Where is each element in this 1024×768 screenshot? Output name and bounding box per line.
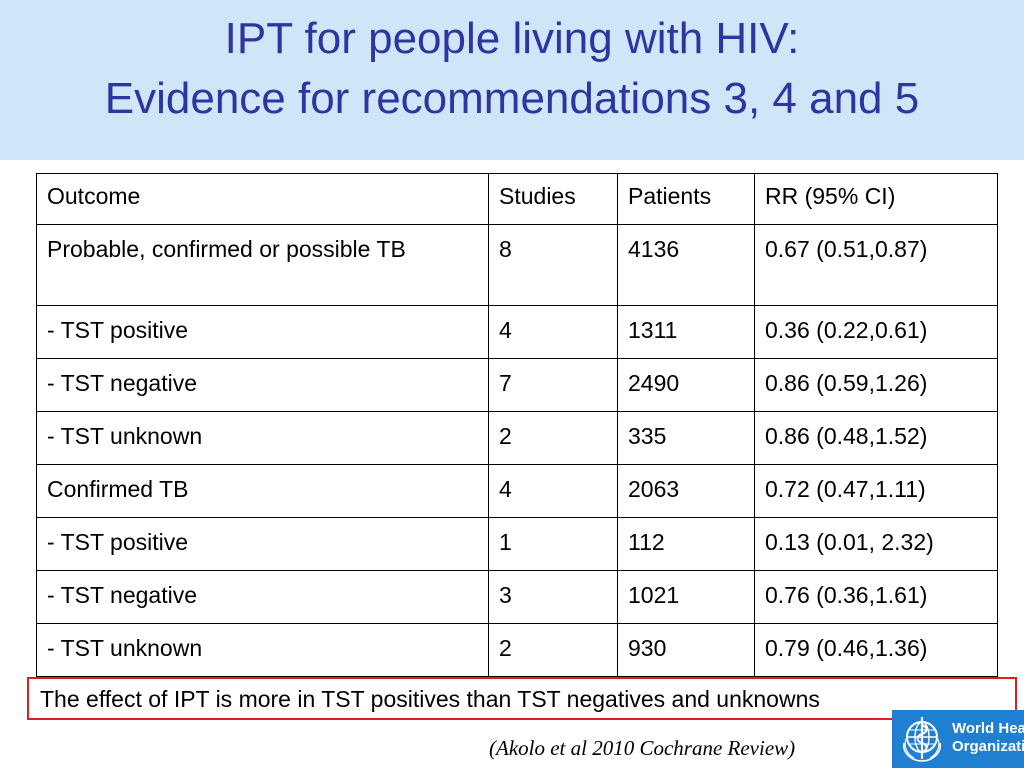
cell-outcome: Confirmed TB [36, 464, 489, 518]
who-logo-line-1: World Health [952, 720, 1024, 737]
cell-studies: 7 [488, 358, 618, 412]
evidence-table: Outcome Studies Patients RR (95% CI) Pro… [36, 173, 998, 677]
slide-title-line-1: IPT for people living with HIV: [224, 14, 800, 63]
cell-patients: 1311 [617, 305, 755, 359]
cell-rr: 0.36 (0.22,0.61) [754, 305, 998, 359]
who-logo: World Health Organization [892, 710, 1024, 768]
cell-studies: 2 [488, 623, 618, 677]
who-logo-line-2: Organization [952, 738, 1024, 755]
table-row: - TST negative 7 2490 0.86 (0.59,1.26) [36, 358, 998, 412]
header-outcome: Outcome [36, 173, 489, 225]
cell-studies: 8 [488, 224, 618, 306]
cell-rr: 0.86 (0.48,1.52) [754, 411, 998, 465]
cell-patients: 2063 [617, 464, 755, 518]
cell-studies: 1 [488, 517, 618, 571]
who-emblem-icon [902, 717, 942, 762]
header-patients: Patients [617, 173, 755, 225]
cell-patients: 4136 [617, 224, 755, 306]
cell-patients: 1021 [617, 570, 755, 624]
cell-outcome: Probable, confirmed or possible TB [36, 224, 489, 306]
cell-rr: 0.79 (0.46,1.36) [754, 623, 998, 677]
header-rr: RR (95% CI) [754, 173, 998, 225]
cell-rr: 0.67 (0.51,0.87) [754, 224, 998, 306]
header-studies: Studies [488, 173, 618, 225]
table-row: Confirmed TB 4 2063 0.72 (0.47,1.11) [36, 464, 998, 518]
cell-patients: 335 [617, 411, 755, 465]
cell-patients: 112 [617, 517, 755, 571]
table-row: - TST positive 1 112 0.13 (0.01, 2.32) [36, 517, 998, 571]
cell-studies: 4 [488, 305, 618, 359]
cell-studies: 3 [488, 570, 618, 624]
table-row: - TST unknown 2 930 0.79 (0.46,1.36) [36, 623, 998, 677]
cell-patients: 930 [617, 623, 755, 677]
citation: (Akolo et al 2010 Cochrane Review) [489, 736, 796, 760]
cell-outcome: - TST negative [36, 358, 489, 412]
cell-studies: 2 [488, 411, 618, 465]
cell-rr: 0.76 (0.36,1.61) [754, 570, 998, 624]
title-band: IPT for people living with HIV: Evidence… [0, 0, 1024, 160]
table-row: - TST unknown 2 335 0.86 (0.48,1.52) [36, 411, 998, 465]
slide-title-line-2: Evidence for recommendations 3, 4 and 5 [104, 74, 920, 123]
cell-outcome: - TST unknown [36, 623, 489, 677]
cell-studies: 4 [488, 464, 618, 518]
cell-outcome: - TST positive [36, 305, 489, 359]
cell-outcome: - TST positive [36, 517, 489, 571]
cell-rr: 0.72 (0.47,1.11) [754, 464, 998, 518]
cell-rr: 0.86 (0.59,1.26) [754, 358, 998, 412]
table-header-row: Outcome Studies Patients RR (95% CI) [36, 173, 998, 225]
cell-patients: 2490 [617, 358, 755, 412]
cell-outcome: - TST negative [36, 570, 489, 624]
conclusion-callout: The effect of IPT is more in TST positiv… [27, 677, 1017, 720]
table-row: - TST negative 3 1021 0.76 (0.36,1.61) [36, 570, 998, 624]
cell-rr: 0.13 (0.01, 2.32) [754, 517, 998, 571]
table-row: - TST positive 4 1311 0.36 (0.22,0.61) [36, 305, 998, 359]
cell-outcome: - TST unknown [36, 411, 489, 465]
table-row: Probable, confirmed or possible TB 8 413… [36, 224, 998, 306]
